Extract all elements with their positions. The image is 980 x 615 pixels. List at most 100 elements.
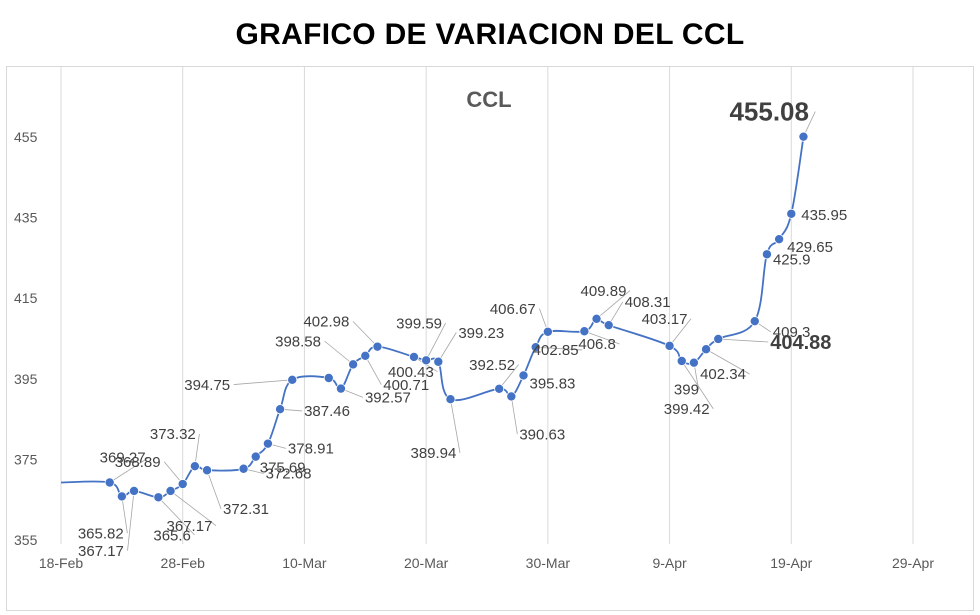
label-leader-line	[127, 490, 135, 551]
data-label: 395.83	[530, 375, 576, 392]
gridlines	[60, 67, 914, 544]
page-title: GRAFICO DE VARIACION DEL CCL	[235, 18, 745, 51]
data-label: 409.3	[773, 324, 811, 341]
data-point	[591, 313, 602, 324]
label-leader-line	[510, 396, 518, 435]
x-tick-label: 18-Feb	[39, 555, 84, 571]
label-leader-line	[324, 340, 354, 365]
data-points	[104, 131, 809, 503]
label-leader-line	[535, 346, 583, 351]
data-point	[202, 465, 213, 476]
data-label: 425.9	[773, 251, 811, 268]
data-label: 373.32	[150, 426, 196, 443]
label-leader-line	[669, 318, 692, 347]
data-label: 406.8	[578, 336, 616, 353]
x-tick-label: 9-Apr	[652, 555, 687, 571]
data-point	[786, 208, 797, 219]
data-point	[579, 326, 590, 337]
data-label: 365.82	[78, 525, 124, 542]
data-point	[688, 357, 699, 368]
data-point	[275, 404, 286, 415]
data-label: 400.71	[383, 377, 429, 394]
data-label: 399.42	[664, 401, 710, 418]
data-point	[798, 131, 809, 142]
data-point	[250, 451, 261, 462]
data-label: 399.59	[396, 315, 442, 332]
y-tick-label: 375	[14, 451, 38, 467]
data-point	[603, 320, 614, 331]
data-label: 369.27	[100, 449, 146, 466]
data-point	[701, 344, 712, 355]
data-label: 455.08	[729, 97, 809, 127]
data-point	[408, 351, 419, 362]
data-point	[530, 342, 541, 353]
data-point	[774, 234, 785, 245]
data-label: 403.17	[642, 311, 688, 328]
label-leader-line	[194, 433, 200, 467]
data-label: 399.23	[458, 325, 504, 342]
data-label: 389.94	[410, 445, 456, 462]
data-point	[664, 340, 675, 351]
x-tick-label: 29-Apr	[892, 555, 934, 571]
data-point	[323, 372, 334, 383]
label-leader-line	[450, 399, 461, 454]
data-point	[348, 359, 359, 370]
data-label: 409.89	[581, 283, 627, 300]
data-label: 387.46	[304, 403, 350, 420]
axis-ticks: 18-Feb 28-Feb 10-Mar 20-Mar 30-Mar 9-Apr 19-Ap…	[14, 129, 934, 571]
data-label: 398.58	[275, 333, 321, 350]
label-leader-line	[437, 332, 457, 362]
data-point	[189, 461, 200, 472]
chart-title: CCL	[466, 87, 511, 112]
label-leader-line	[596, 290, 631, 320]
data-label: 378.91	[288, 441, 334, 458]
data-point	[238, 463, 249, 474]
data-label: 402.98	[303, 314, 349, 331]
label-leader-line	[170, 490, 217, 527]
data-point	[360, 350, 371, 361]
data-point	[421, 355, 432, 366]
data-label: 400.43	[388, 364, 434, 381]
x-tick-label: 20-Mar	[404, 555, 449, 571]
data-point	[153, 492, 164, 503]
data-point	[518, 370, 529, 381]
data-label: 392.57	[365, 390, 411, 407]
label-leader-line	[109, 456, 150, 483]
x-tick-label: 10-Mar	[282, 555, 327, 571]
data-label: 372.68	[266, 466, 312, 483]
data-point	[676, 355, 687, 366]
data-point	[761, 249, 772, 260]
chart-area: 369.27 365.82 367.17 365.6 367.17 368.89 373.3…	[6, 66, 974, 611]
data-point	[445, 394, 456, 405]
label-leader-line	[364, 355, 382, 385]
data-point	[749, 316, 760, 327]
ccl-line-chart: 369.27365.82367.17365.6367.17368.89373.3…	[14, 67, 934, 571]
data-point	[116, 491, 127, 502]
data-label: 367.17	[167, 518, 213, 535]
data-label: 372.31	[223, 501, 269, 518]
label-leader-line	[498, 364, 519, 390]
x-tick-label: 30-Mar	[526, 555, 571, 571]
data-point	[165, 485, 176, 496]
data-point	[542, 326, 553, 337]
data-label: 408.31	[625, 294, 671, 311]
data-labels: 369.27365.82367.17365.6367.17368.89373.3…	[78, 97, 847, 560]
label-leader-line	[121, 496, 128, 534]
data-label: 402.34	[700, 366, 746, 383]
label-leader-line	[158, 497, 195, 536]
data-label: 394.75	[184, 377, 230, 394]
data-point	[372, 341, 383, 352]
label-leader-line	[705, 348, 750, 375]
data-label: 406.67	[490, 301, 536, 318]
x-tick-label: 28-Feb	[161, 555, 206, 571]
y-tick-label: 455	[14, 129, 38, 145]
data-label: 402.85	[533, 342, 579, 359]
data-label: 390.63	[519, 426, 565, 443]
data-point	[287, 374, 298, 385]
label-leader-line	[718, 338, 769, 343]
data-label: 375.69	[260, 460, 306, 477]
label-leader-line	[425, 322, 446, 361]
data-point	[129, 485, 140, 496]
data-point	[177, 479, 188, 490]
data-point	[262, 438, 273, 449]
